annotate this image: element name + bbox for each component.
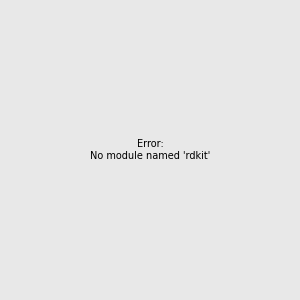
- Text: Error:
No module named 'rdkit': Error: No module named 'rdkit': [90, 139, 210, 161]
